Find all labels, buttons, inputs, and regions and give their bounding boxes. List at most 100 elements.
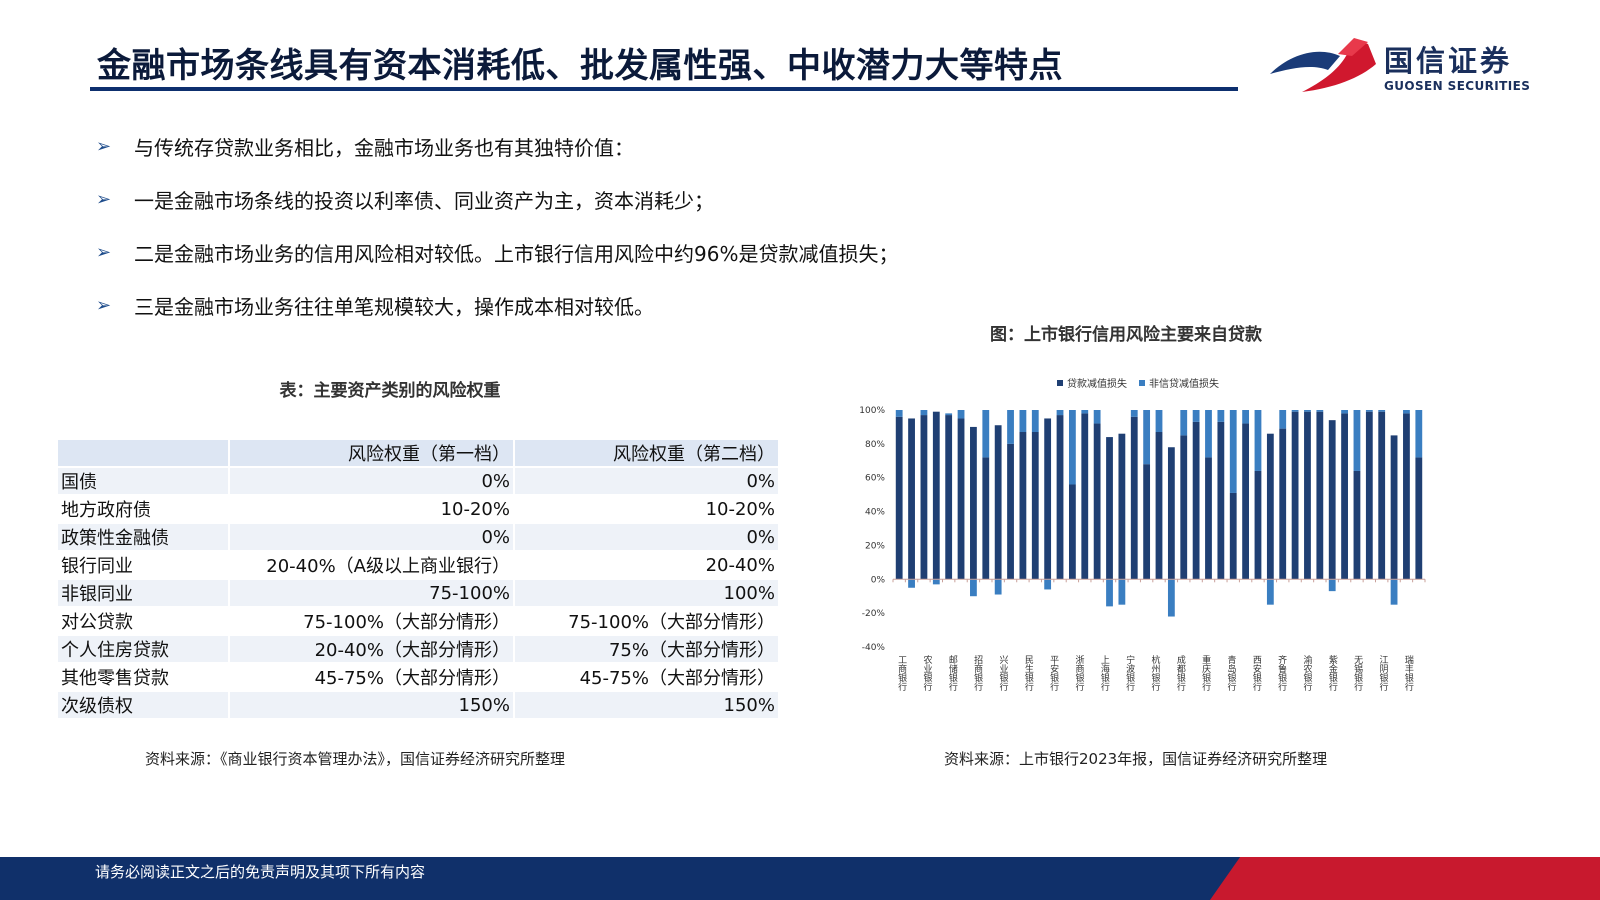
- bullet-item: ➢ 二是金融市场业务的信用风险相对较低。上市银行信用风险中约96%是贷款减值损失…: [96, 226, 898, 279]
- bar-nonloan-impairment: [920, 410, 928, 416]
- legend-label-nonloan: 非信贷减值损失: [1149, 377, 1219, 390]
- bar-loan-impairment: [1365, 411, 1373, 580]
- bullet-item: ➢ 一是金融市场条线的投资以利率债、同业资产为主，资本消耗少；: [96, 173, 898, 226]
- table-row: 对公贷款 75-100%（大部分情形） 75-100%（大部分情形）: [58, 608, 778, 634]
- credit-risk-stacked-bar-chart: 贷款减值损失 非信贷减值损失 100% 80% 60% 40% 20% 0% -20% -40% 工…: [859, 377, 1426, 692]
- table-row: 政策性金融债 0% 0%: [58, 524, 778, 550]
- legend-swatch-loan: [1057, 380, 1063, 386]
- legend-label-loan: 贷款减值损失: [1067, 377, 1127, 390]
- tier1-cell: 10-20%: [230, 496, 513, 522]
- x-tick-label: 成都银行: [1175, 654, 1186, 692]
- x-tick-label: 西安银行: [1251, 655, 1262, 692]
- x-tick-label: 工商银行: [896, 655, 907, 692]
- x-tick-label: 齐鲁银行: [1276, 654, 1287, 692]
- bar-nonloan-impairment: [1019, 410, 1027, 433]
- bar-nonloan-impairment: [1365, 410, 1373, 412]
- bar-loan-impairment: [1155, 432, 1163, 580]
- asset-class-cell: 次级债权: [58, 692, 228, 718]
- bar-loan-impairment: [1217, 421, 1225, 580]
- x-tick-label: 瑞丰银行: [1403, 654, 1414, 692]
- bar-nonloan-impairment: [1291, 410, 1299, 412]
- bar-nonloan-impairment: [1056, 410, 1064, 416]
- bar-loan-impairment: [1341, 413, 1348, 580]
- tier1-cell: 0%: [230, 468, 513, 494]
- tier1-cell: 20-40%（A级以上商业银行）: [230, 552, 513, 578]
- bar-nonloan-impairment: [1118, 579, 1126, 605]
- x-tick-label: 无锡银行: [1352, 655, 1363, 692]
- table-row: 个人住房贷款 20-40%（大部分情形） 75%（大部分情形）: [58, 636, 778, 662]
- bar-loan-impairment: [1229, 492, 1237, 580]
- x-tick-label: 紫金银行: [1327, 655, 1338, 692]
- bar-loan-impairment: [932, 411, 940, 580]
- bar-loan-impairment: [1068, 484, 1076, 580]
- y-tick-label: 80%: [865, 440, 885, 450]
- bar-nonloan-impairment: [1254, 410, 1262, 471]
- y-tick-label: 100%: [859, 406, 885, 416]
- bar-loan-impairment: [1081, 413, 1089, 580]
- bar-nonloan-impairment: [1316, 410, 1324, 412]
- bar-nonloan-impairment: [1279, 410, 1287, 429]
- bar-nonloan-impairment: [1192, 410, 1200, 422]
- tier2-cell: 0%: [515, 524, 778, 550]
- x-tick-label: 招商银行: [972, 654, 983, 692]
- bullet-text: 与传统存贷款业务相比，金融市场业务也有其独特价值：: [134, 136, 634, 160]
- tier2-cell: 45-75%（大部分情形）: [515, 664, 778, 690]
- tier1-cell: 75-100%: [230, 580, 513, 606]
- bar-loan-impairment: [1130, 416, 1138, 580]
- bar-loan-impairment: [957, 418, 965, 580]
- bar-loan-impairment: [994, 425, 1002, 580]
- table-row: 非银同业 75-100% 100%: [58, 580, 778, 606]
- bullet-item: ➢ 三是金融市场业务往往单笔规模较大，操作成本相对较低。: [96, 279, 898, 332]
- tier2-cell: 10-20%: [515, 496, 778, 522]
- arrow-bullet-icon: ➢: [96, 242, 112, 263]
- x-tick-label: 渝农银行: [1302, 654, 1313, 692]
- tier2-cell: 150%: [515, 692, 778, 718]
- x-tick-label: 平安银行: [1048, 655, 1059, 692]
- tier1-cell: 150%: [230, 692, 513, 718]
- y-tick-label: 0%: [871, 575, 886, 585]
- bar-nonloan-impairment: [1266, 579, 1274, 605]
- bar-nonloan-impairment: [1415, 410, 1423, 458]
- bar-nonloan-impairment: [982, 410, 990, 458]
- table-row: 银行同业 20-40%（A级以上商业银行） 20-40%: [58, 552, 778, 578]
- bar-nonloan-impairment: [1328, 579, 1336, 592]
- bar-loan-impairment: [1167, 447, 1175, 580]
- bar-loan-impairment: [1266, 433, 1274, 580]
- bar-nonloan-impairment: [1068, 410, 1076, 485]
- chart-source-note: 资料来源：上市银行2023年报，国信证券经济研究所整理: [944, 750, 1328, 768]
- bar-nonloan-impairment: [895, 410, 903, 417]
- tier2-cell: 0%: [515, 468, 778, 494]
- bar-loan-impairment: [1242, 423, 1250, 580]
- bar-loan-impairment: [1180, 435, 1188, 580]
- bar-loan-impairment: [920, 415, 928, 580]
- bar-loan-impairment: [1390, 435, 1398, 580]
- bar-nonloan-impairment: [932, 579, 940, 585]
- x-tick-label: 上海银行: [1099, 655, 1110, 692]
- tier2-cell: 100%: [515, 580, 778, 606]
- asset-class-cell: 非银同业: [58, 580, 228, 606]
- bar-nonloan-impairment: [1044, 579, 1052, 590]
- bar-loan-impairment: [908, 418, 915, 580]
- bar-loan-impairment: [1031, 432, 1039, 580]
- bar-nonloan-impairment: [1217, 410, 1225, 422]
- bar-loan-impairment: [1056, 415, 1064, 580]
- x-tick-label: 江阴银行: [1378, 655, 1389, 692]
- brand-logo: 国信证券 GUOSEN SECURITIES: [1268, 34, 1530, 100]
- table-source-note: 资料来源：《商业银行资本管理办法》，国信证券经济研究所整理: [145, 750, 566, 768]
- y-tick-label: 40%: [865, 508, 885, 518]
- bar-nonloan-impairment: [1341, 410, 1348, 414]
- bar-loan-impairment: [1093, 423, 1101, 580]
- table-row: 其他零售贷款 45-75%（大部分情形） 45-75%（大部分情形）: [58, 664, 778, 690]
- bar-nonloan-impairment: [908, 579, 915, 588]
- bullet-list: ➢ 与传统存贷款业务相比，金融市场业务也有其独特价值： ➢ 一是金融市场条线的投…: [96, 120, 898, 332]
- asset-class-cell: 对公贷款: [58, 608, 228, 634]
- bullet-text: 二是金融市场业务的信用风险相对较低。上市银行信用风险中约96%是贷款减值损失；: [134, 242, 899, 266]
- tier1-cell: 0%: [230, 524, 513, 550]
- footer-bar: 请务必阅读正文之后的免责声明及其项下所有内容: [0, 857, 1600, 900]
- title-underline: [90, 87, 1238, 91]
- bar-loan-impairment: [1403, 413, 1410, 580]
- chart-caption: 图：上市银行信用风险主要来自贷款: [990, 325, 1262, 345]
- bar-nonloan-impairment: [970, 579, 977, 597]
- tier2-cell: 75-100%（大部分情形）: [515, 608, 778, 634]
- legend-swatch-nonloan: [1139, 380, 1145, 386]
